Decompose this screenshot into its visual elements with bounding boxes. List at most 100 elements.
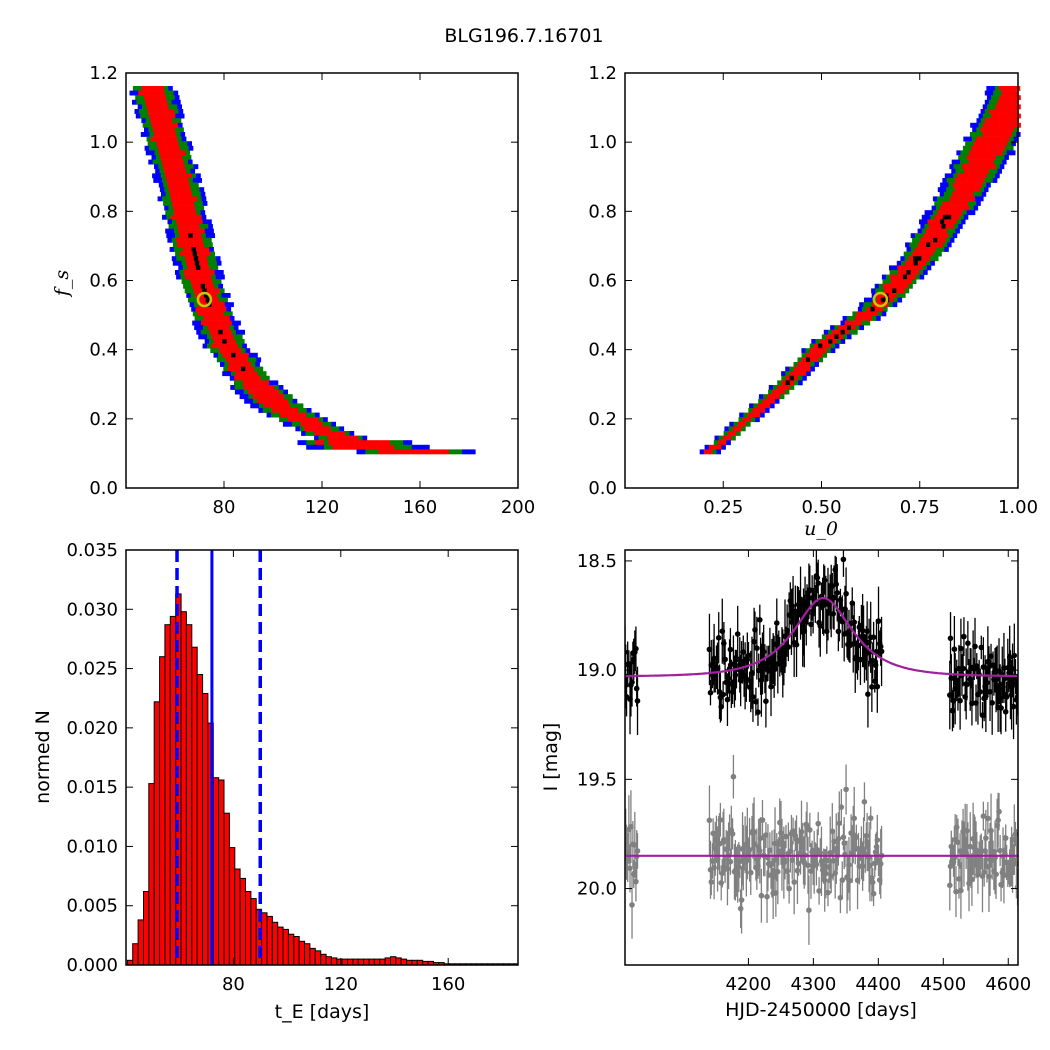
data-point <box>957 697 963 704</box>
posterior-cell <box>213 352 219 358</box>
posterior-cell <box>209 247 214 252</box>
posterior-cell <box>205 270 211 275</box>
y-tick-label: 0.6 <box>588 271 617 292</box>
posterior-cell <box>213 329 219 335</box>
posterior-cell <box>170 95 176 101</box>
posterior-cell <box>244 394 249 400</box>
posterior-cell <box>238 380 244 386</box>
posterior-cell <box>280 408 286 413</box>
posterior-cell <box>261 371 267 377</box>
posterior-cell <box>832 329 837 335</box>
data-point <box>989 700 995 706</box>
residual-point <box>859 863 866 869</box>
posterior-cell <box>160 155 165 160</box>
posterior-cell <box>897 265 902 271</box>
posterior-cell <box>228 311 233 317</box>
posterior-cell <box>216 260 222 266</box>
posterior-cell <box>985 159 990 165</box>
posterior-cell <box>389 440 395 446</box>
posterior-cell <box>152 95 158 101</box>
posterior-cell <box>818 343 823 349</box>
posterior-cell <box>225 325 230 331</box>
posterior-cell <box>960 159 965 165</box>
posterior-cell <box>952 191 957 197</box>
posterior-cell <box>1014 118 1019 124</box>
data-point <box>951 646 958 652</box>
posterior-cell <box>946 201 952 206</box>
posterior-cell <box>170 196 176 202</box>
histogram-bar <box>164 624 171 966</box>
posterior-cell <box>279 412 285 418</box>
posterior-cell <box>435 449 441 455</box>
posterior-cell <box>148 159 153 165</box>
posterior-cell <box>958 224 963 229</box>
posterior-cell <box>961 219 966 225</box>
posterior-cell <box>164 168 169 174</box>
posterior-cell <box>922 265 928 271</box>
posterior-cell <box>337 440 342 446</box>
posterior-cell <box>165 141 170 147</box>
posterior-cell <box>834 325 839 331</box>
posterior-cell <box>322 435 328 441</box>
posterior-cell <box>949 164 954 170</box>
x-tick-label: 0.50 <box>801 497 841 518</box>
posterior-cell <box>963 214 969 220</box>
posterior-cell <box>261 394 267 400</box>
posterior-cell <box>153 178 158 183</box>
posterior-cell <box>174 247 179 252</box>
residual-point <box>877 861 884 867</box>
posterior-cell <box>940 233 945 239</box>
posterior-cell <box>145 99 150 105</box>
posterior-cell <box>183 270 189 275</box>
posterior-cell <box>982 104 988 110</box>
histogram-bar <box>266 915 273 966</box>
posterior-cell <box>999 104 1004 110</box>
posterior-cell <box>853 320 858 326</box>
residual-point <box>738 897 745 903</box>
posterior-cell <box>150 104 156 110</box>
posterior-cell <box>132 99 137 105</box>
posterior-cell <box>955 178 960 183</box>
posterior-cell <box>314 417 319 423</box>
posterior-cell <box>967 201 973 206</box>
posterior-cell <box>216 279 222 285</box>
residual-point <box>730 773 737 780</box>
posterior-cell <box>993 90 998 96</box>
posterior-cell <box>248 352 254 358</box>
residual-point <box>813 861 820 868</box>
posterior-cell <box>785 380 791 386</box>
posterior-cell <box>179 251 185 257</box>
posterior-cell <box>221 316 226 321</box>
posterior-cell <box>353 435 359 441</box>
posterior-cell <box>958 155 963 160</box>
posterior-cell <box>140 99 146 105</box>
posterior-cell <box>170 233 176 239</box>
posterior-cell <box>178 141 184 147</box>
posterior-cell <box>942 214 948 220</box>
posterior-cell <box>276 403 282 409</box>
histogram-bar <box>271 921 279 966</box>
posterior-cell <box>323 417 328 423</box>
posterior-cell <box>243 385 249 390</box>
posterior-cell <box>232 366 237 372</box>
posterior-cell <box>897 297 903 303</box>
posterior-cell <box>163 86 169 91</box>
posterior-cell <box>167 201 173 206</box>
posterior-cell <box>801 357 807 363</box>
posterior-cell <box>814 352 819 358</box>
posterior-cell <box>870 306 875 312</box>
posterior-cell <box>174 159 180 165</box>
posterior-cell <box>934 201 939 206</box>
posterior-cell <box>190 242 196 248</box>
posterior-cell <box>218 297 224 303</box>
posterior-cell <box>863 316 869 321</box>
posterior-cell <box>300 421 306 427</box>
posterior-cell <box>928 251 934 257</box>
posterior-cell <box>221 293 227 298</box>
posterior-cell <box>264 380 270 386</box>
posterior-cell <box>176 219 181 225</box>
posterior-cell <box>174 95 180 101</box>
posterior-cell <box>1000 155 1005 160</box>
posterior-cell <box>988 136 993 142</box>
posterior-cell <box>382 449 388 455</box>
